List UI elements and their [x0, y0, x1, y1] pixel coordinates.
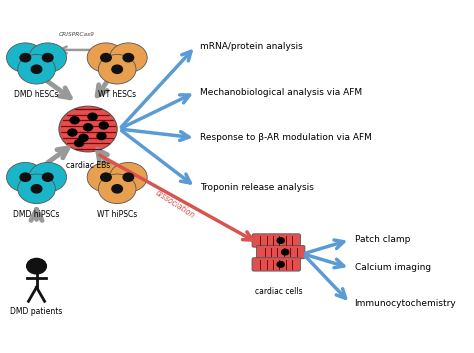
Circle shape: [99, 122, 108, 129]
Circle shape: [97, 132, 106, 139]
Text: mRNA/protein analysis: mRNA/protein analysis: [200, 42, 303, 51]
Circle shape: [83, 124, 92, 131]
Text: Immunocytochemistry: Immunocytochemistry: [355, 299, 456, 307]
Circle shape: [29, 162, 66, 192]
Text: DMD hESCs: DMD hESCs: [14, 90, 59, 99]
Circle shape: [100, 54, 111, 62]
Circle shape: [282, 249, 289, 255]
Circle shape: [20, 173, 31, 181]
Circle shape: [88, 113, 97, 120]
FancyBboxPatch shape: [256, 245, 305, 259]
Circle shape: [20, 54, 31, 62]
Circle shape: [29, 43, 66, 72]
FancyBboxPatch shape: [252, 234, 301, 247]
Circle shape: [31, 185, 42, 193]
Text: cardiac EBs: cardiac EBs: [66, 161, 110, 170]
Circle shape: [112, 185, 122, 193]
Circle shape: [87, 43, 125, 72]
Circle shape: [277, 262, 284, 267]
Text: Mechanobiological analysis via AFM: Mechanobiological analysis via AFM: [200, 88, 362, 97]
Circle shape: [123, 54, 134, 62]
Circle shape: [112, 65, 122, 73]
Circle shape: [18, 54, 55, 84]
Circle shape: [109, 162, 147, 192]
Text: dissociation: dissociation: [154, 189, 197, 221]
Circle shape: [7, 162, 44, 192]
Circle shape: [79, 134, 88, 141]
Circle shape: [43, 54, 53, 62]
FancyBboxPatch shape: [252, 258, 301, 271]
Circle shape: [277, 238, 284, 243]
Circle shape: [99, 174, 136, 204]
Text: DMD hiPSCs: DMD hiPSCs: [13, 210, 60, 219]
Circle shape: [70, 117, 79, 124]
Circle shape: [7, 43, 44, 72]
Circle shape: [27, 258, 46, 274]
Text: cardiac cells: cardiac cells: [255, 287, 302, 296]
Text: DMD patients: DMD patients: [10, 307, 63, 316]
Circle shape: [123, 173, 134, 181]
Text: Troponin release analysis: Troponin release analysis: [200, 183, 314, 192]
Circle shape: [59, 106, 117, 152]
Circle shape: [99, 54, 136, 84]
Circle shape: [109, 43, 147, 72]
Circle shape: [43, 173, 53, 181]
Text: Patch clamp: Patch clamp: [355, 235, 410, 244]
Text: Calcium imaging: Calcium imaging: [355, 263, 431, 273]
Circle shape: [18, 174, 55, 204]
Text: Response to β-AR modulation via AFM: Response to β-AR modulation via AFM: [200, 133, 372, 142]
Circle shape: [31, 65, 42, 73]
Circle shape: [87, 162, 125, 192]
Circle shape: [68, 129, 77, 136]
Circle shape: [74, 139, 83, 146]
Text: CRISPRCas9: CRISPRCas9: [59, 32, 95, 37]
Circle shape: [100, 173, 111, 181]
Text: WT hiPSCs: WT hiPSCs: [97, 210, 137, 219]
Text: WT hESCs: WT hESCs: [98, 90, 136, 99]
